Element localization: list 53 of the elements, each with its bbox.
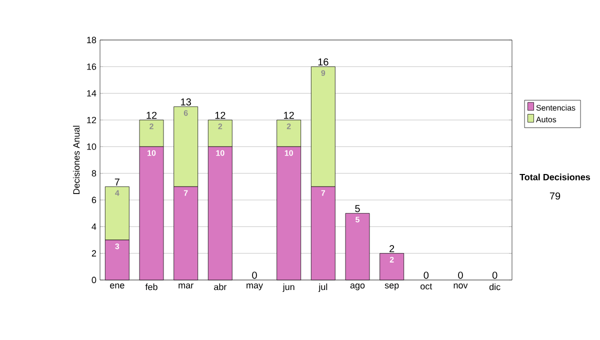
data-label: 6 <box>184 110 188 116</box>
data-label: 2 <box>286 124 291 130</box>
y-tick-label: 16 <box>87 63 96 70</box>
total-label: 0 <box>424 272 429 279</box>
x-tick-label: jul <box>318 284 328 292</box>
y-tick-label: 0 <box>92 276 96 284</box>
data-label: 10 <box>148 150 156 156</box>
data-label: 2 <box>390 256 394 262</box>
total-label: 0 <box>458 272 463 279</box>
x-tick-label: may <box>246 284 263 290</box>
x-tick-label: dic <box>489 284 500 290</box>
data-label: 2 <box>150 124 154 130</box>
total-label: 13 <box>181 98 191 106</box>
total-label: 7 <box>114 178 120 186</box>
total-label: 12 <box>215 112 226 119</box>
data-label: 10 <box>216 150 224 156</box>
total-label: 12 <box>284 112 294 119</box>
y-tick-label: 6 <box>92 196 96 204</box>
x-tick-label: nov <box>454 284 468 288</box>
text: 79 <box>550 192 560 200</box>
y-tick-label: 12 <box>87 116 96 124</box>
total-label: 0 <box>252 272 257 279</box>
y-tick-label: 2 <box>92 250 96 256</box>
x-tick-label: sep <box>384 284 399 290</box>
x-tick-label: jun <box>282 284 294 292</box>
data-label: 7 <box>321 190 326 196</box>
data-label: 10 <box>284 150 293 156</box>
y-tick-label: 10 <box>87 143 96 150</box>
y-tick-label: 18 <box>87 36 96 44</box>
x-tick-label: feb <box>145 284 158 290</box>
y-tick-label: 4 <box>92 224 96 230</box>
data-label: 7 <box>184 190 188 196</box>
text: Total Decisiones <box>520 174 590 180</box>
y-tick-label: 8 <box>92 170 96 177</box>
legend-label: Sentencias <box>536 104 576 111</box>
data-label: 3 <box>115 244 120 250</box>
total-label: 0 <box>492 272 498 279</box>
total-label: 2 <box>390 245 394 252</box>
x-tick-label: ago <box>350 284 365 290</box>
x-tick-label: oct <box>420 284 432 290</box>
total-label: 12 <box>146 112 157 119</box>
y-axis-title: Decisiones Anual <box>72 126 80 194</box>
data-label: 9 <box>321 70 326 76</box>
x-tick-label: ene <box>110 284 124 288</box>
y-tick-label: 14 <box>87 90 96 96</box>
total-label: 16 <box>318 58 328 66</box>
data-label: 4 <box>115 190 120 196</box>
total-label: 5 <box>355 205 360 212</box>
data-label: 5 <box>356 216 360 222</box>
x-tick-label: abr <box>214 284 227 290</box>
x-tick-label: mar <box>178 284 194 288</box>
legend-label: Autos <box>536 116 556 122</box>
data-label: 2 <box>218 124 222 130</box>
